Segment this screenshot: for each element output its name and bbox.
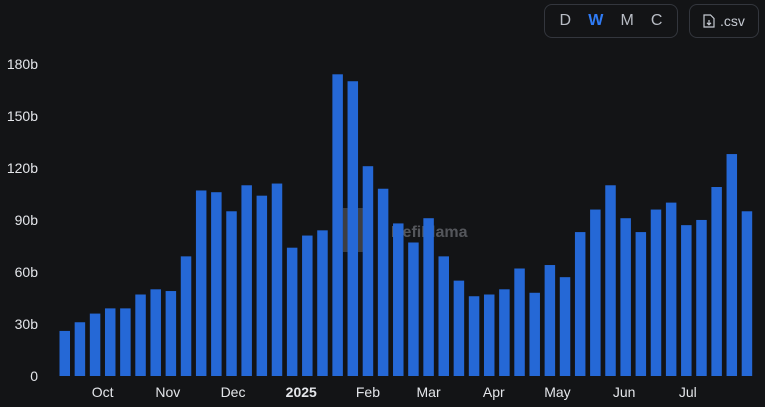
bar[interactable] [180,256,192,376]
csv-label: .csv [720,13,745,29]
bar[interactable] [377,188,389,376]
bar[interactable] [499,289,510,376]
bar[interactable] [650,209,662,376]
bar[interactable] [241,185,252,376]
x-tick-label: Mar [417,384,441,400]
x-tick-label: 2025 [286,384,317,400]
period-selector: D W M C [544,4,678,38]
x-tick-label: Dec [221,384,246,400]
bar[interactable] [620,218,631,376]
y-tick-label: 0 [30,368,38,384]
bars [59,74,753,377]
y-tick-label: 180b [7,56,38,72]
bar[interactable] [89,313,101,376]
bar[interactable] [711,187,722,376]
bar[interactable] [559,277,571,376]
x-tick-label: Jul [679,384,697,400]
bar[interactable] [256,195,268,376]
bar[interactable] [590,209,601,376]
bar[interactable] [332,74,343,377]
y-tick-label: 120b [7,160,38,176]
x-tick-label: Jun [613,384,636,400]
bar[interactable] [665,202,677,376]
period-month-button[interactable]: M [614,10,639,32]
bar[interactable] [514,268,525,376]
bar[interactable] [605,185,616,376]
y-tick-label: 60b [15,264,39,280]
bar[interactable] [423,218,434,376]
bar[interactable] [726,154,738,376]
bar[interactable] [74,322,86,376]
bar[interactable] [120,308,131,376]
y-tick-label: 30b [15,316,39,332]
bar[interactable] [347,81,359,376]
x-axis: Oct Nov Dec 2025 Feb Mar Apr May Jun Jul [92,384,697,400]
bar[interactable] [59,330,71,376]
x-tick-label: Apr [483,384,505,400]
bar[interactable] [741,211,753,376]
x-tick-label: Feb [356,384,380,400]
bar[interactable] [408,242,419,376]
y-axis: 0 30b 60b 90b 120b 150b 180b [7,56,38,384]
period-day-button[interactable]: D [554,10,578,32]
bar[interactable] [226,211,237,376]
bar[interactable] [544,265,556,376]
period-cumulative-button[interactable]: C [645,10,669,32]
bar[interactable] [165,291,177,376]
csv-download-button[interactable]: .csv [689,4,759,38]
bar[interactable] [195,190,207,376]
x-tick-label: Nov [155,384,180,400]
y-tick-label: 90b [15,212,39,228]
bar[interactable] [453,280,465,376]
bar[interactable] [150,289,161,376]
bar[interactable] [286,247,298,376]
bar[interactable] [468,296,480,376]
bar[interactable] [271,183,283,376]
bar[interactable] [135,294,146,376]
bar[interactable] [635,232,647,376]
bar[interactable] [438,256,450,376]
bar[interactable] [393,223,404,376]
bar[interactable] [317,230,328,376]
x-tick-label: Oct [92,384,114,400]
bar[interactable] [696,219,707,376]
watermark: DefiLlama [343,208,468,252]
bar[interactable] [574,232,586,376]
file-download-icon [703,14,715,28]
bar[interactable] [529,292,540,376]
bar[interactable] [211,192,222,376]
bar[interactable] [681,225,692,376]
bar[interactable] [483,294,495,376]
x-tick-label: May [544,384,570,400]
period-week-button[interactable]: W [582,10,609,32]
bar[interactable] [104,308,116,376]
bar[interactable] [362,166,374,376]
bar[interactable] [302,235,313,376]
y-tick-label: 150b [7,108,38,124]
